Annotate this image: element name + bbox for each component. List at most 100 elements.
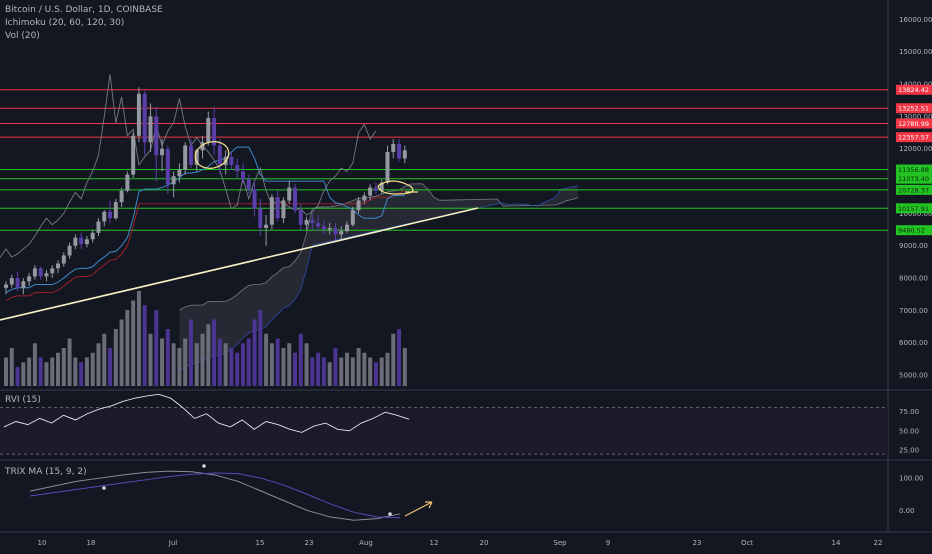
- candle-body: [373, 187, 378, 191]
- volume-bar: [402, 348, 407, 386]
- trix-series-line: [29, 470, 401, 521]
- level-price-label: 11073.40: [898, 175, 929, 183]
- volume-bar: [385, 352, 390, 386]
- annotation-arrow: [404, 501, 433, 517]
- candle-body: [368, 187, 373, 196]
- volume-bar: [356, 348, 361, 386]
- candle-body: [61, 255, 66, 264]
- volume-bar: [304, 343, 309, 386]
- rvi-tick-label: 50.00: [899, 427, 919, 435]
- volume-bar: [339, 357, 344, 386]
- volume-legend[interactable]: Vol (20): [5, 31, 40, 41]
- volume-bar: [177, 348, 182, 386]
- candle-body: [333, 227, 338, 235]
- candle-body: [131, 135, 136, 175]
- volume-bar: [321, 357, 326, 386]
- level-price-tag: [896, 203, 932, 214]
- volume-bar: [327, 362, 332, 386]
- candle-body: [79, 237, 84, 245]
- candle-body: [240, 171, 245, 180]
- price-tick-label: 14000.00: [899, 81, 932, 89]
- ichimoku-legend[interactable]: Ichimoku (20, 60, 120, 30): [5, 18, 125, 28]
- ichimoku-chikou-line: [0, 74, 377, 258]
- candle-body: [385, 151, 390, 183]
- candle-body: [183, 145, 188, 170]
- candle-body: [217, 145, 222, 165]
- volume-bar: [310, 357, 315, 386]
- level-price-label: 13252.51: [898, 105, 929, 113]
- volume-bar: [50, 357, 55, 386]
- time-tick-label: Aug: [359, 539, 373, 547]
- volume-bar: [108, 348, 113, 386]
- candle-body: [298, 210, 303, 225]
- time-tick-label: 18: [87, 539, 96, 547]
- volume-bar: [206, 324, 211, 386]
- volume-bar: [373, 362, 378, 386]
- candle-body: [171, 176, 176, 185]
- volume-bar: [61, 348, 66, 386]
- candle-body: [281, 200, 286, 219]
- candle-body: [397, 143, 402, 159]
- candle-body: [200, 142, 205, 151]
- level-price-label: 12780.99: [898, 120, 929, 128]
- volume-bar: [258, 310, 263, 386]
- rvi-legend[interactable]: RVI (15): [5, 395, 41, 405]
- candle-body: [258, 208, 263, 228]
- trix-tick-label: 100.00: [899, 475, 924, 483]
- annotation-arrowhead: [425, 501, 433, 509]
- volume-bar: [217, 338, 222, 386]
- candle-body: [44, 273, 49, 277]
- candle-body: [356, 200, 361, 211]
- ichimoku-cloud: [179, 183, 579, 372]
- candle-body: [252, 189, 257, 209]
- volume-bar: [281, 348, 286, 386]
- trix-legend[interactable]: TRIX MA (15, 9, 2): [5, 467, 87, 477]
- volume-bar: [32, 343, 37, 386]
- level-price-tag: [896, 164, 932, 175]
- volume-bar: [148, 333, 153, 386]
- price-tick-label: 16000.00: [899, 16, 932, 24]
- candle-body: [96, 221, 101, 233]
- volume-bar: [38, 357, 43, 386]
- candle-body: [345, 224, 350, 232]
- volume-bar: [212, 319, 217, 386]
- volume-bar: [333, 348, 338, 386]
- symbol-legend[interactable]: Bitcoin / U.S. Dollar, 1D, COINBASE: [5, 5, 163, 15]
- time-tick-label: 23: [305, 539, 314, 547]
- rvi-band: [0, 407, 888, 455]
- level-price-tag: [896, 84, 932, 95]
- volume-bar: [27, 357, 32, 386]
- candle-body: [102, 211, 107, 222]
- volume-bar: [316, 352, 321, 386]
- candle-body: [339, 231, 344, 235]
- candle-body: [275, 197, 280, 219]
- volume-bar: [9, 348, 14, 386]
- candle-body: [113, 202, 118, 219]
- volume-bar: [345, 352, 350, 386]
- volume-bar: [4, 357, 8, 386]
- volume-bar: [125, 310, 130, 386]
- candle-body: [177, 169, 182, 177]
- volume-bar: [397, 329, 402, 386]
- level-price-label: 11356.88: [898, 166, 929, 174]
- candle-body: [304, 219, 309, 225]
- candle-body: [50, 268, 55, 274]
- volume-bar: [391, 333, 396, 386]
- volume-bar: [136, 291, 141, 386]
- candle-body: [67, 245, 72, 256]
- price-tick-label: 5000.00: [899, 372, 928, 380]
- volume-bar: [368, 357, 373, 386]
- price-tick-label: 8000.00: [899, 275, 928, 283]
- volume-bar: [56, 352, 61, 386]
- time-tick-label: Jul: [168, 539, 178, 547]
- candle-body: [269, 197, 274, 225]
- volume-bar: [246, 338, 251, 386]
- candle-body: [73, 237, 78, 246]
- candle-body: [165, 148, 170, 185]
- candle-body: [310, 219, 315, 224]
- trix-cross-marker: [388, 512, 392, 516]
- volume-bar: [269, 343, 274, 386]
- volume-bar: [240, 343, 245, 386]
- time-tick-label: 15: [256, 539, 265, 547]
